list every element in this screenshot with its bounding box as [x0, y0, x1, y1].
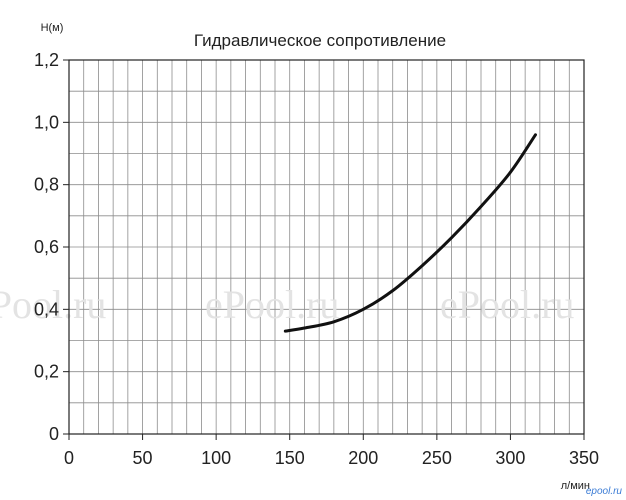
watermark: ePool.ru: [440, 282, 574, 327]
y-tick-label: 1,2: [34, 50, 59, 70]
watermark: ePool.ru: [0, 282, 106, 327]
y-tick-label: 0: [49, 424, 59, 444]
grid: [69, 60, 584, 434]
y-tick-label: 0,2: [34, 362, 59, 382]
corner-watermark: epool.ru: [586, 486, 623, 497]
y-tick-label: 1,0: [34, 112, 59, 132]
watermark: ePool.ru: [205, 282, 339, 327]
chart-title: Гидравлическое сопротивление: [194, 31, 446, 50]
y-axis-label: Н(м): [41, 22, 64, 34]
watermark-layer: ePool.ru ePool.ru ePool.ru: [0, 282, 574, 327]
x-tick-label: 150: [275, 448, 305, 468]
x-tick-label: 300: [495, 448, 525, 468]
x-tick-label: 350: [569, 448, 599, 468]
y-tick-label: 0,4: [34, 299, 59, 319]
series-line: [283, 133, 537, 333]
x-tick-label: 0: [64, 448, 74, 468]
series-layer: [283, 133, 537, 333]
x-axis-label: л/мин: [561, 480, 590, 492]
tick-layer: 0 50 100 150 200 250 300 350 0 0,2 0,4 0,6 0,8 1,0 1,2: [34, 50, 599, 468]
x-tick-label: 200: [348, 448, 378, 468]
y-tick-label: 0,8: [34, 175, 59, 195]
x-tick-label: 100: [201, 448, 231, 468]
y-tick-label: 0,6: [34, 237, 59, 257]
x-tick-label: 250: [422, 448, 452, 468]
x-tick-label: 50: [133, 448, 153, 468]
